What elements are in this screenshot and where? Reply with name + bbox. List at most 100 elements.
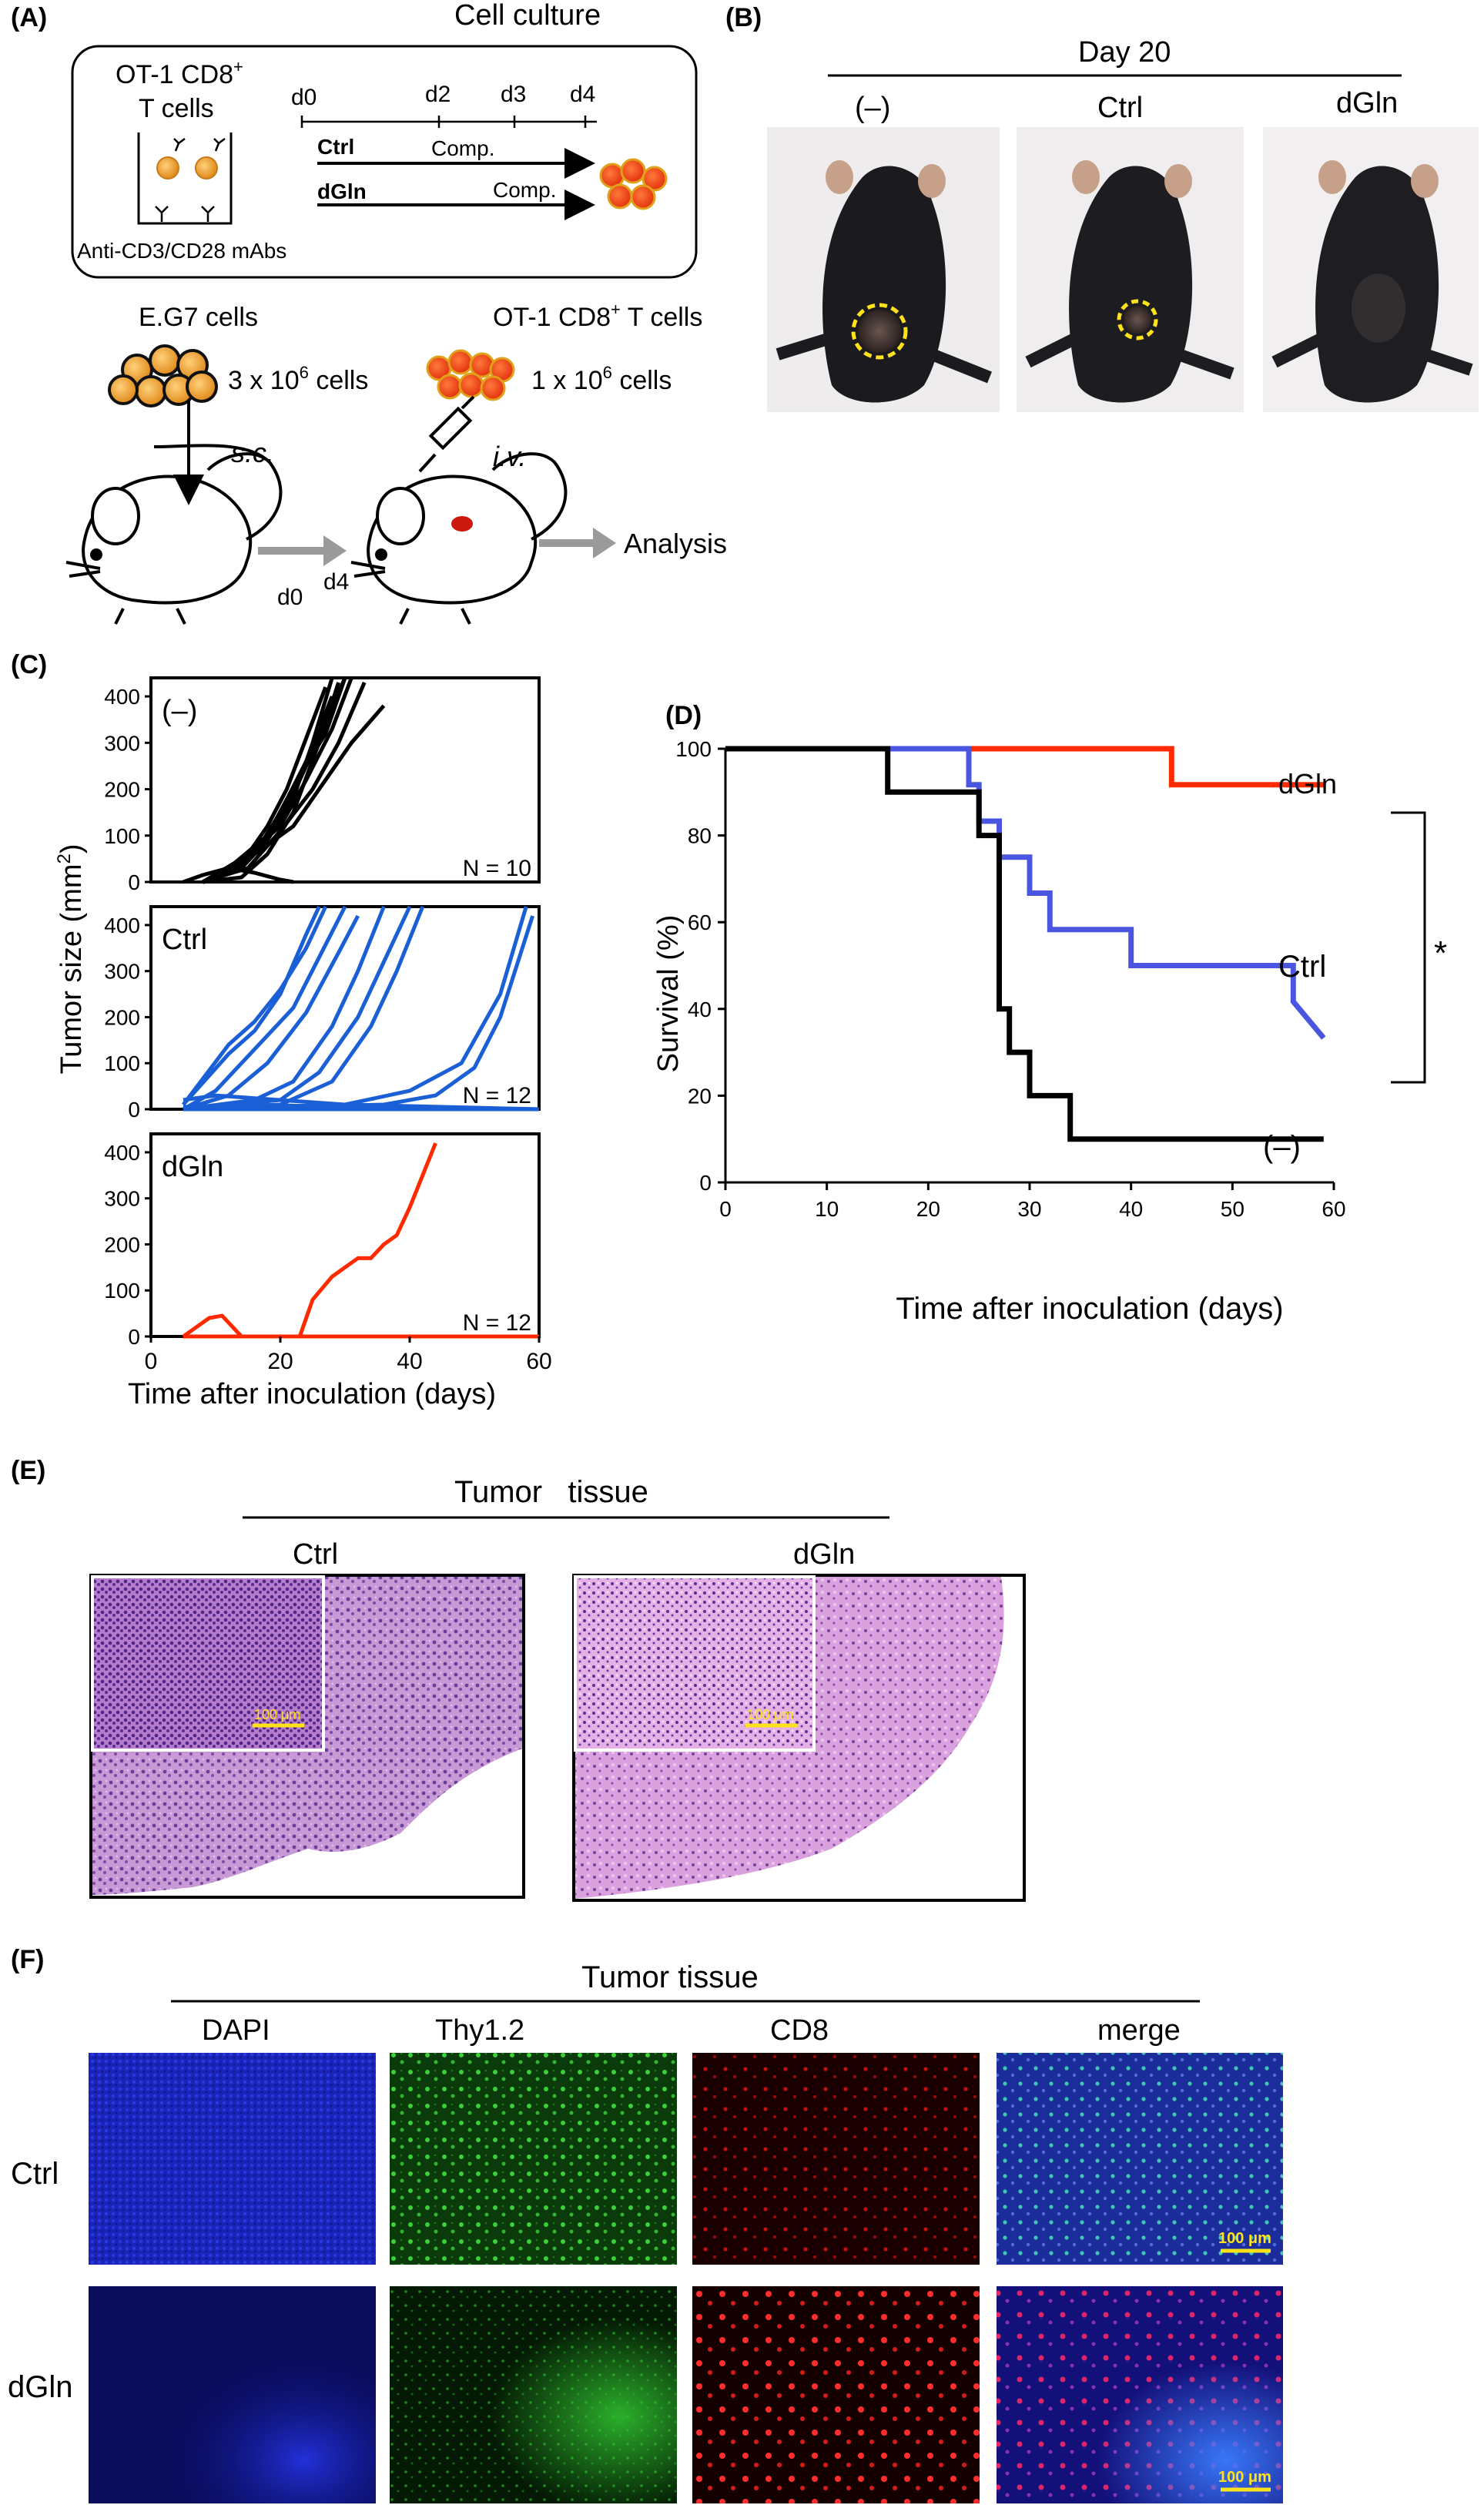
x-tick-label: 30 bbox=[1017, 1197, 1041, 1221]
survival-curve bbox=[725, 746, 1324, 788]
panel-e-letter: (E) bbox=[11, 1456, 45, 1485]
x-tick-label: 50 bbox=[1221, 1197, 1244, 1221]
y-tick-label: 0 bbox=[128, 1098, 140, 1122]
comp-label: Comp. bbox=[493, 178, 556, 202]
tumor-growth-line bbox=[183, 1093, 540, 1112]
ot1-cells-icon bbox=[426, 349, 515, 401]
antibody-icon bbox=[201, 206, 215, 222]
panel-f: (F) Tumor tissue DAPI Thy1.2 CD8 merge C… bbox=[8, 1945, 1283, 2503]
iv-label: i.v. bbox=[493, 441, 526, 472]
x-tick-label: 0 bbox=[719, 1197, 732, 1221]
x-tick-label: 60 bbox=[1322, 1197, 1345, 1221]
culture-well bbox=[137, 132, 233, 225]
he-label-dgln: dGln bbox=[793, 1538, 855, 1571]
fluor-cd8-ctrl bbox=[692, 2053, 980, 2265]
panel-b-title: Day 20 bbox=[1078, 36, 1171, 69]
y-tick-label: 100 bbox=[104, 824, 140, 848]
fluor-cd8-dgln bbox=[692, 2286, 980, 2503]
panel-a-title: Cell culture bbox=[454, 0, 601, 32]
x-tick-label: 40 bbox=[397, 1349, 422, 1374]
day-label: d0 bbox=[291, 85, 317, 110]
d4-label: d4 bbox=[323, 569, 349, 595]
day-label: d3 bbox=[501, 82, 526, 107]
analysis-label: Analysis bbox=[624, 528, 727, 559]
ctrl-condition-label: Ctrl bbox=[317, 135, 354, 159]
antibody-icon bbox=[213, 138, 226, 152]
mouse-photo-ctrl bbox=[1017, 127, 1244, 412]
subplot-label: Ctrl bbox=[162, 924, 207, 956]
y-tick-label: 40 bbox=[688, 998, 712, 1021]
y-tick-label: 100 bbox=[675, 737, 712, 761]
tumor-subplot-frame bbox=[149, 676, 541, 884]
eg7-cells-icon bbox=[108, 344, 218, 407]
panel-a-letter: (A) bbox=[11, 3, 47, 32]
mouse-photo-dgln bbox=[1263, 127, 1479, 412]
y-tick-label: 100 bbox=[104, 1051, 140, 1075]
x-tick-label: 60 bbox=[526, 1349, 551, 1374]
tumor-growth-line bbox=[182, 1142, 437, 1339]
significance-star: * bbox=[1434, 934, 1447, 972]
survival-curve bbox=[725, 746, 1324, 1142]
panel-c-xlabel: Time after inoculation (days) bbox=[128, 1378, 496, 1410]
fluor-scalebar-label: 100 μm bbox=[1218, 2469, 1271, 2486]
series-label-ctrl: Ctrl bbox=[1278, 950, 1326, 984]
tumor-growth-line bbox=[183, 915, 534, 1112]
fluor-merge-ctrl bbox=[997, 2053, 1283, 2265]
channel-label: CD8 bbox=[770, 2014, 829, 2047]
y-tick-label: 20 bbox=[688, 1084, 712, 1108]
fluor-dapi-ctrl bbox=[89, 2053, 376, 2265]
y-tick-label: 300 bbox=[104, 1187, 140, 1211]
x-tick-label: 0 bbox=[145, 1349, 158, 1374]
syringe-icon bbox=[418, 395, 475, 473]
culture-cells-label: OT-1 CD8+ bbox=[116, 57, 243, 89]
y-tick-label: 0 bbox=[699, 1171, 712, 1195]
panel-d-letter: (D) bbox=[665, 701, 702, 730]
row-label-dgln: dGln bbox=[8, 2370, 73, 2404]
panel-f-letter: (F) bbox=[11, 1945, 44, 1974]
he-image-ctrl: 100 μm bbox=[89, 1574, 525, 1899]
group-label: dGln bbox=[1336, 87, 1398, 119]
group-label: Ctrl bbox=[1097, 92, 1143, 124]
sc-label: s.c. bbox=[231, 437, 274, 468]
significance-bracket bbox=[1391, 811, 1426, 1084]
mouse-icon bbox=[350, 452, 568, 625]
he-label-ctrl: Ctrl bbox=[293, 1538, 338, 1571]
subplot-n: N = 12 bbox=[463, 1083, 531, 1108]
y-tick-label: 200 bbox=[104, 1005, 140, 1029]
tumor-growth-line bbox=[183, 906, 528, 1112]
y-tick-label: 400 bbox=[104, 1141, 140, 1165]
eg7-count: 3 x 106 cells bbox=[228, 363, 368, 395]
antibody-icon bbox=[155, 206, 169, 222]
subplot-n: N = 12 bbox=[463, 1310, 531, 1336]
analysis-gray-arrow bbox=[539, 528, 616, 558]
channel-label: merge bbox=[1097, 2014, 1181, 2047]
tumor-marker bbox=[451, 516, 473, 532]
tumor-growth-line bbox=[202, 686, 328, 884]
channel-label: DAPI bbox=[202, 2014, 270, 2047]
tumor-growth-line bbox=[202, 704, 386, 884]
panel-c-ylabel: Tumor size (mm2) bbox=[54, 843, 88, 1074]
y-tick-label: 200 bbox=[104, 778, 140, 802]
panel-d: (D) Survival (%) 0 20 40 60 80 100 0 10 20 30 40 50… bbox=[652, 701, 1447, 1326]
fluor-scalebar-label: 100 μm bbox=[1218, 2230, 1271, 2247]
subplot-label: dGln bbox=[162, 1151, 223, 1183]
y-tick-label: 300 bbox=[104, 960, 140, 984]
survival-plot: 0 20 40 60 80 100 0 10 20 30 40 50 60 bbox=[675, 737, 1345, 1221]
tumor-growth-line bbox=[182, 905, 328, 1106]
d0-label: d0 bbox=[277, 585, 303, 610]
eg7-label: E.G7 cells bbox=[139, 303, 258, 332]
y-tick-label: 0 bbox=[128, 1325, 140, 1349]
ot1-count: 1 x 106 cells bbox=[531, 363, 672, 395]
mouse-icon bbox=[65, 444, 283, 625]
culture-box bbox=[71, 45, 698, 279]
y-tick-label: 100 bbox=[104, 1279, 140, 1303]
tumor-growth-line bbox=[182, 905, 321, 1106]
culture-cells-label-2: T cells bbox=[139, 94, 214, 123]
y-tick-label: 400 bbox=[104, 914, 140, 937]
panel-d-ylabel: Survival (%) bbox=[652, 915, 685, 1073]
t-cell-icon bbox=[156, 156, 179, 179]
subplot-label: (–) bbox=[162, 695, 197, 727]
day-label: d4 bbox=[570, 82, 595, 107]
